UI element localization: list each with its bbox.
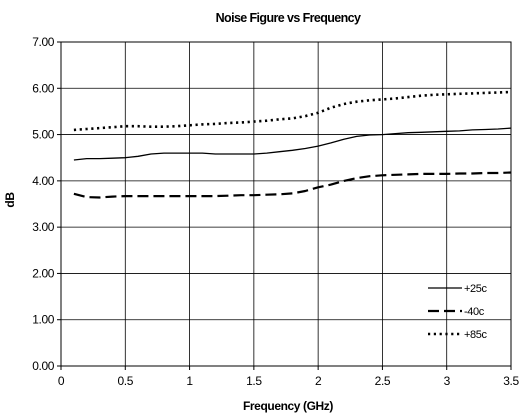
y-tick-label: 0.00 — [32, 359, 54, 373]
x-axis-ticks: 0 0.5 1 1.5 2 2.5 3 3.5 — [58, 366, 520, 388]
legend: +25c -40c +85c — [428, 283, 488, 341]
y-tick-label: 5.00 — [32, 128, 54, 142]
series-line-1 — [73, 171, 512, 199]
x-tick-label: 2 — [315, 374, 322, 388]
y-tick-label: 3.00 — [32, 220, 54, 234]
series-line-0 — [73, 127, 512, 161]
y-tick-label: 1.00 — [32, 313, 54, 327]
x-tick-label: 3.5 — [503, 374, 519, 388]
legend-label-2: +85c — [464, 329, 487, 341]
x-tick-label: 0.5 — [118, 374, 134, 388]
x-tick-label: 2.5 — [375, 374, 391, 388]
x-tick-label: 1.5 — [246, 374, 262, 388]
y-tick-label: 7.00 — [32, 35, 54, 49]
y-tick-label: 4.00 — [32, 174, 54, 188]
x-tick-label: 3 — [444, 374, 451, 388]
legend-label-0: +25c — [464, 283, 487, 295]
y-tick-label: 2.00 — [32, 266, 54, 280]
data-series — [73, 90, 512, 199]
x-axis-label: Frequency (GHz) — [243, 399, 333, 413]
grid-lines — [61, 42, 511, 366]
y-axis-label: dB — [3, 192, 17, 208]
y-tick-label: 6.00 — [32, 81, 54, 95]
chart-title: Noise Figure vs Frequency — [216, 11, 361, 25]
x-tick-label: 0 — [58, 374, 65, 388]
y-axis-ticks: 0.00 1.00 2.00 3.00 4.00 5.00 6.00 7.00 — [32, 35, 61, 373]
legend-label-1: -40c — [464, 306, 485, 318]
x-tick-label: 1 — [186, 374, 193, 388]
series-line-2 — [73, 90, 512, 132]
plot-area-border — [60, 41, 512, 367]
